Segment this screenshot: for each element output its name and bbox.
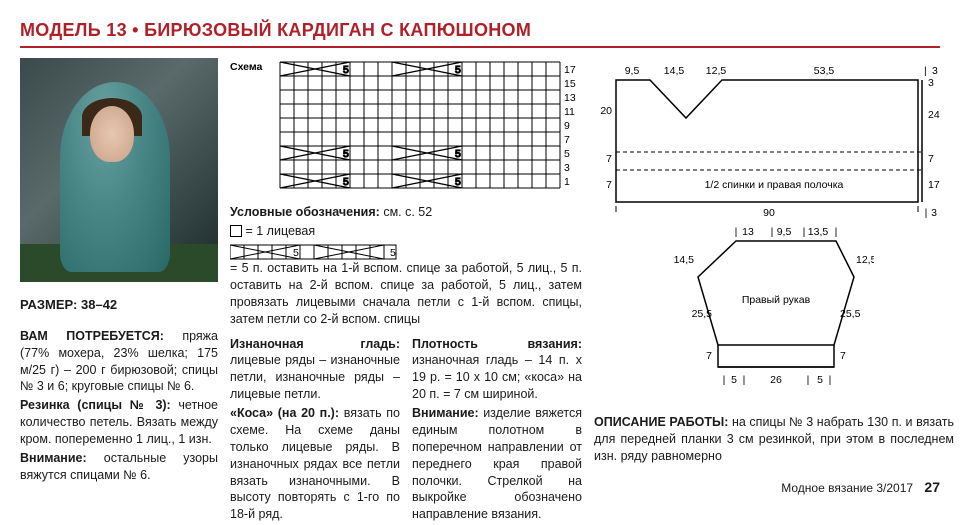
materials-heading: ВАМ ПОТРЕБУЕТСЯ: (20, 329, 164, 343)
svg-text:13: 13 (564, 92, 576, 104)
mid-two-columns: Изнаночная гладь: лицевые ряды – изнаноч… (230, 336, 582, 525)
svg-text:3: 3 (932, 65, 938, 77)
svg-text:5: 5 (343, 64, 349, 76)
svg-text:|: | (807, 374, 810, 386)
svg-text:14,5: 14,5 (664, 65, 685, 77)
svg-text:Правый рукав: Правый рукав (742, 294, 811, 306)
sleeve-schematic: |13 |9,5 |13,5| 14,5 25,5 7 12,5 (674, 223, 874, 403)
svg-text:5: 5 (293, 247, 299, 259)
svg-text:|: | (803, 226, 806, 238)
svg-text:25,5: 25,5 (692, 308, 713, 320)
magazine-name: Модное вязание 3/2017 (781, 481, 913, 495)
svg-text:14,5: 14,5 (674, 254, 694, 266)
svg-text:11: 11 (564, 106, 575, 118)
work-heading: ОПИСАНИЕ РАБОТЫ: (594, 415, 728, 429)
svg-text:9: 9 (564, 120, 570, 132)
svg-text:7: 7 (928, 153, 934, 165)
svg-text:|: | (735, 226, 738, 238)
size-label: РАЗМЕР: (20, 297, 77, 312)
svg-text:17: 17 (564, 64, 576, 76)
svg-text:5: 5 (390, 247, 396, 259)
legend-plain: = 1 лицевая (230, 223, 582, 240)
svg-text:5: 5 (455, 64, 461, 76)
svg-text:|: | (835, 226, 838, 238)
page-title: МОДЕЛЬ 13 • БИРЮЗОВЫЙ КАРДИГАН С КАПЮШОН… (20, 18, 940, 48)
materials: ВАМ ПОТРЕБУЕТСЯ: пряжа (77% мохера, 23% … (20, 328, 218, 396)
mid-col-a: Изнаночная гладь: лицевые ряды – изнаноч… (230, 336, 400, 525)
rib: Резинка (спицы № 3): четное количество п… (20, 397, 218, 448)
svg-text:7: 7 (606, 153, 612, 165)
svg-text:|: | (829, 374, 832, 386)
cable-symbol-icon: 55 (230, 244, 398, 260)
attention2-heading: Внимание: (412, 406, 479, 420)
svg-text:|: | (924, 65, 927, 77)
svg-text:5: 5 (343, 176, 349, 188)
svg-text:1/2 спинки и правая полочка: 1/2 спинки и правая полочка (705, 179, 844, 191)
svg-text:17: 17 (928, 179, 940, 191)
legend-cable-text: = 5 п. оставить на 1-й вспом. спице за р… (230, 260, 582, 328)
svg-text:12,5: 12,5 (706, 65, 727, 77)
middle-column: Схема (230, 58, 582, 525)
legend-cable: 55 (230, 244, 582, 260)
svg-text:7: 7 (564, 134, 570, 146)
work: ОПИСАНИЕ РАБОТЫ: на спицы № 3 набрать 13… (594, 414, 954, 465)
svg-text:5: 5 (564, 148, 570, 160)
svg-text:3: 3 (564, 162, 570, 174)
legend-heading: Условные обозначения: (230, 205, 380, 219)
svg-text:20: 20 (600, 105, 612, 117)
size-value: 38–42 (81, 297, 117, 312)
svg-text:13,5: 13,5 (808, 226, 829, 238)
svg-text:5: 5 (455, 176, 461, 188)
right-block: 9,5 14,5 12,5 53,5 |3 (594, 58, 954, 525)
schema-label: Схема (230, 61, 262, 73)
svg-text:1: 1 (564, 176, 570, 188)
svg-text:13: 13 (742, 226, 754, 238)
svg-text:5: 5 (343, 148, 349, 160)
svg-text:5: 5 (455, 148, 461, 160)
legend-plain-text: = 1 лицевая (245, 224, 315, 238)
size-line: РАЗМЕР: 38–42 (20, 296, 218, 314)
svg-text:25,5: 25,5 (840, 308, 861, 320)
gauge-heading: Плотность вязания: (412, 337, 582, 351)
svg-text:7: 7 (840, 350, 846, 362)
purl-text: лицевые ряды – изнаночные петли, изнаноч… (230, 353, 400, 401)
svg-text:|: | (771, 226, 774, 238)
svg-text:90: 90 (763, 207, 775, 218)
svg-text:26: 26 (770, 374, 782, 386)
model-photo (20, 58, 218, 282)
page-number: 27 (924, 479, 940, 495)
svg-text:15: 15 (564, 78, 576, 90)
svg-text:9,5: 9,5 (625, 65, 640, 77)
gauge-text: изнаночная гладь – 14 п. х 19 р. = 10 х … (412, 353, 582, 401)
svg-text:53,5: 53,5 (814, 65, 835, 77)
svg-text:5: 5 (817, 374, 823, 386)
purl-heading: Изнаночная гладь: (230, 337, 400, 351)
schema-chart: Схема (230, 58, 582, 198)
svg-text:7: 7 (706, 350, 712, 362)
page-footer: Модное вязание 3/2017 27 (781, 478, 940, 497)
svg-text:24: 24 (928, 109, 940, 121)
kosa-heading: «Коса» (на 20 п.): (230, 406, 339, 420)
svg-text:5: 5 (731, 374, 737, 386)
main-columns: РАЗМЕР: 38–42 ВАМ ПОТРЕБУЕТСЯ: пряжа (77… (20, 58, 940, 525)
left-column: РАЗМЕР: 38–42 ВАМ ПОТРЕБУЕТСЯ: пряжа (77… (20, 58, 218, 525)
body-schematic: 9,5 14,5 12,5 53,5 |3 (594, 58, 954, 218)
svg-text:9,5: 9,5 (777, 226, 792, 238)
svg-text:7: 7 (606, 179, 612, 191)
plain-stitch-icon (230, 225, 242, 237)
kosa-text: вязать по схеме. На схеме даны только ли… (230, 406, 400, 521)
svg-text:|: | (925, 207, 928, 218)
attention2-text: изделие вяжется единым полотном в попере… (412, 406, 582, 521)
attention1: Внимание: остальные узоры вяжутся спицам… (20, 450, 218, 484)
svg-text:12,5: 12,5 (856, 254, 874, 266)
svg-text:|: | (743, 374, 746, 386)
svg-text:|: | (723, 374, 726, 386)
legend-heading-line: Условные обозначения: см. с. 52 (230, 204, 582, 221)
legend-ref: см. с. 52 (383, 205, 432, 219)
attention1-heading: Внимание: (20, 451, 87, 465)
mid-col-b: Плотность вязания: изнаночная гладь – 14… (412, 336, 582, 525)
rib-heading: Резинка (спицы № 3): (20, 398, 171, 412)
svg-text:3: 3 (931, 207, 937, 218)
svg-text:3: 3 (928, 77, 934, 89)
